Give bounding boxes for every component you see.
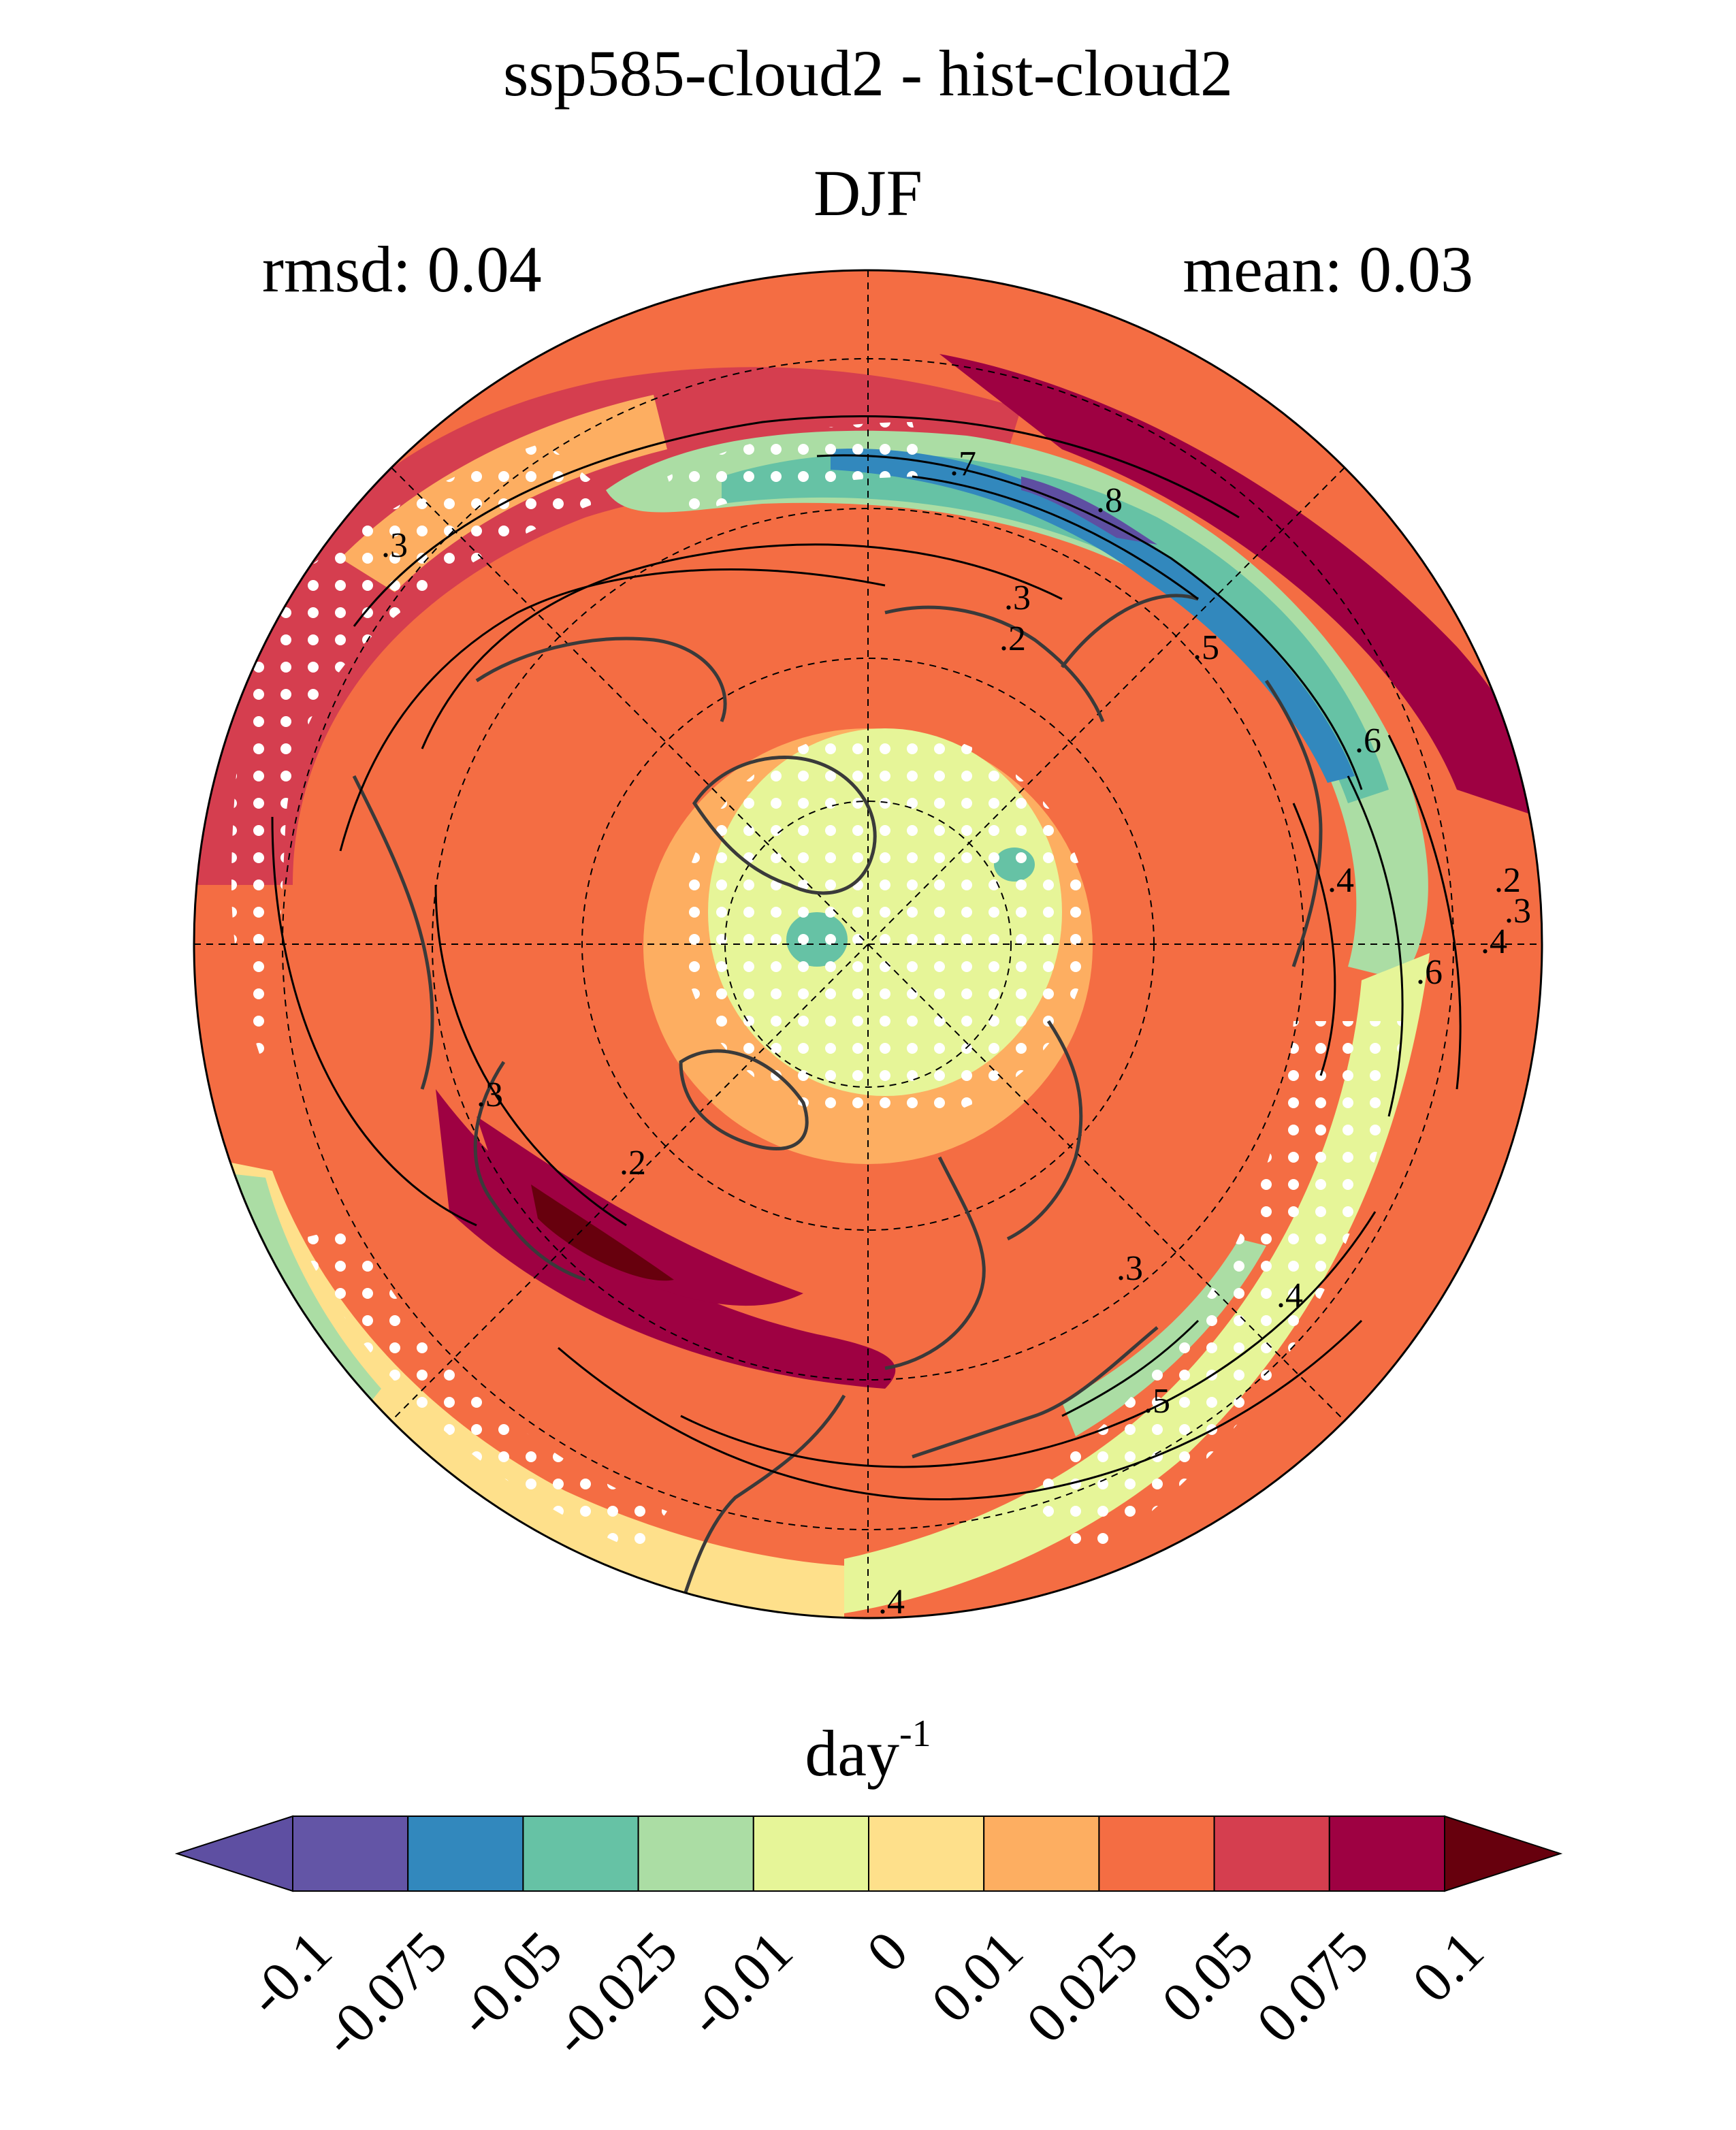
contour-label: .6 (1416, 953, 1443, 992)
colorbar-tick-labels: -0.1-0.075-0.05-0.025-0.01 0 0.010.025 0.05… (236, 1920, 1496, 2069)
map-fill-layer (194, 270, 1542, 1618)
contour-label: .8 (1096, 481, 1123, 520)
coastlines (352, 594, 1323, 1607)
units-base: day (805, 1717, 899, 1790)
colorbar-units: day-1 (0, 1713, 1736, 1791)
units-exponent: -1 (899, 1713, 931, 1755)
colorbar-tick-label: 0.1 (1400, 1920, 1496, 2015)
colorbar-box (637, 1816, 754, 1892)
contour-label: .4 (1276, 1276, 1303, 1315)
contour-label: .5 (1144, 1382, 1170, 1421)
contour-label: .2 (1494, 861, 1521, 900)
colorbar-extend-low (174, 1815, 293, 1892)
contour-label: .2 (620, 1144, 646, 1182)
colorbar-box (868, 1816, 985, 1892)
colorbar-tick-label: 0.075 (1245, 1920, 1381, 2055)
colorbar-tick-label: -0.075 (310, 1920, 459, 2069)
colorbar-tick-label: -0.01 (676, 1920, 805, 2048)
field-darkmaroon-core (531, 1184, 674, 1281)
mean-label: mean: 0.03 (1183, 233, 1473, 306)
stippling-north (667, 422, 926, 517)
contour-label: .4 (1481, 922, 1507, 961)
colorbar-tick-label: 0.01 (920, 1920, 1035, 2035)
stippling-arctic (681, 728, 1089, 1123)
figure-title: ssp585-cloud2 - hist-cloud2 (503, 37, 1233, 110)
contour-labels: .7 .8 .3 .2 .5 .6 .4 .6 .3 .2 .3 .2 .3 .… (381, 445, 1531, 1621)
contour-label: .7 (950, 445, 976, 483)
field-red-west (194, 367, 1021, 885)
contour-label: .3 (381, 526, 408, 565)
polar-map: .7 .8 .3 .2 .5 .6 .4 .6 .3 .2 .3 .2 .3 .… (193, 269, 1543, 1621)
colorbar-box (752, 1816, 870, 1892)
contour-label: .3 (1116, 1249, 1143, 1288)
colorbar-box (1328, 1816, 1446, 1892)
contour-label: .6 (1355, 722, 1381, 760)
contour-label: .5 (1193, 628, 1219, 667)
contour-label: .3 (1004, 579, 1031, 617)
stippling-southwest (300, 1225, 667, 1552)
colorbar-tick-label: 0.05 (1150, 1920, 1266, 2035)
contour-lines (271, 415, 1462, 1500)
colorbar-tick-label: 0.025 (1014, 1920, 1150, 2055)
colorbar-box (1098, 1816, 1215, 1892)
rmsd-label: rmsd: 0.04 (262, 233, 542, 306)
graticule (194, 270, 1542, 1618)
map-border (193, 269, 1543, 1619)
colorbar-box (292, 1816, 409, 1892)
season-label: DJF (813, 157, 923, 229)
colorbar-box (407, 1816, 524, 1892)
field-maroon-south (436, 1089, 896, 1389)
stippling-northwest (231, 442, 613, 1089)
contour-label: .4 (878, 1583, 905, 1621)
contour-label: .3 (477, 1076, 503, 1114)
colorbar-boxes (174, 1815, 1563, 1892)
field-maroon-northeast (939, 354, 1539, 817)
contour-label: .3 (1505, 892, 1531, 931)
contour-label: .2 (999, 619, 1026, 658)
colorbar-tick-label: -0.025 (541, 1920, 690, 2069)
colorbar-box (983, 1816, 1100, 1892)
colorbar-box (522, 1816, 639, 1892)
field-purple-core (1021, 477, 1157, 545)
colorbar-extend-high (1444, 1815, 1563, 1892)
colorbar-box (1213, 1816, 1330, 1892)
colorbar-tick-label: 0 (855, 1920, 920, 1984)
contour-label: .4 (1328, 861, 1354, 900)
